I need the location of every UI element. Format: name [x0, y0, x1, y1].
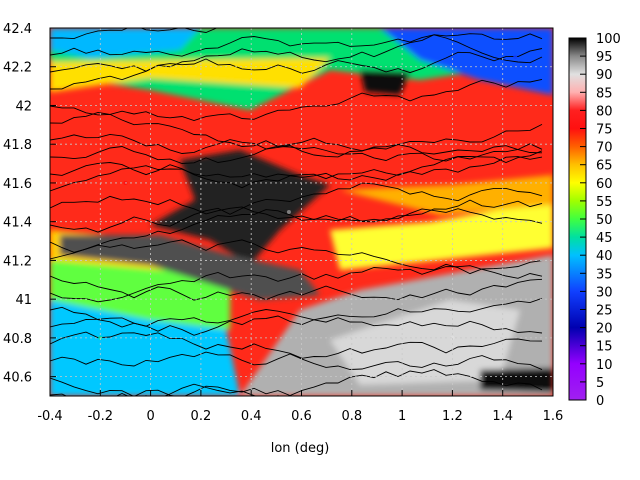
- colorbar-tick-label: 10: [596, 358, 613, 373]
- colorbar: 0 5 10 15 20 25 30 35 40 45 50 55 60 65 70 75 80 85 90 95 10…: [568, 32, 621, 409]
- x-tick-label: 1.6: [543, 409, 564, 424]
- contour-line: [50, 239, 543, 275]
- y-tick-label: 41.8: [3, 138, 32, 153]
- contour-lines: [50, 28, 543, 396]
- colorbar-tick-label: 20: [596, 322, 613, 337]
- y-tick-label: 41.4: [3, 216, 32, 231]
- colorbar-tick-label: 25: [596, 304, 613, 319]
- colorbar-tick-label: 85: [596, 86, 613, 101]
- region-marker-central-low-value-zone: [286, 210, 291, 214]
- colorbar-ticks: 0 5 10 15 20 25 30 35 40 45 50 55 60 65 70 75 80 85 90 95 10…: [580, 32, 621, 409]
- x-tick-label: 1.2: [442, 409, 463, 424]
- contour-line: [50, 208, 543, 260]
- colorbar-tick-label: 95: [596, 50, 613, 65]
- heatmap-region-13: [330, 200, 553, 270]
- heatmap-region-2: [50, 28, 200, 58]
- colorbar-tick-label: 65: [596, 159, 613, 174]
- x-tick-label: 0.2: [191, 409, 212, 424]
- region-marker-southeast-grey-zone: [450, 335, 455, 340]
- colorbar-tick-label: 70: [596, 141, 613, 156]
- contour-line: [50, 33, 543, 90]
- colorbar-tick-label: 5: [596, 376, 604, 391]
- x-tick-label: 1.4: [492, 409, 513, 424]
- contour-line: [50, 34, 543, 64]
- heatmap-region-14: [340, 175, 553, 215]
- colorbar-tick-label: 90: [596, 68, 613, 83]
- x-axis-label: lon (deg): [271, 441, 330, 456]
- colorbar-tick-label: 60: [596, 177, 613, 192]
- contour-line: [50, 297, 543, 336]
- colorbar-tick-label: 80: [596, 104, 613, 119]
- colorbar-tick-label: 15: [596, 340, 613, 355]
- contour-line: [50, 195, 543, 222]
- x-tick-label: 0: [146, 409, 154, 424]
- contour-line: [50, 105, 543, 162]
- y-tick-label: 40.6: [3, 371, 32, 386]
- contour-line: [50, 123, 543, 164]
- y-tick-label: 41.6: [3, 177, 32, 192]
- y-axis-ticks: 40.6 40.8 41 41.2 41.4 41.6 41.8 42 42.2 42.4: [3, 22, 56, 386]
- y-tick-label: 42.4: [3, 22, 32, 37]
- y-tick-label: 41: [15, 293, 32, 308]
- contour-line: [50, 78, 543, 124]
- colorbar-tick-label: 45: [596, 231, 613, 246]
- colorbar-tick-label: 100: [596, 32, 621, 47]
- colorbar-tick-label: 50: [596, 213, 613, 228]
- colorbar-tick-label: 75: [596, 123, 613, 138]
- y-tick-label: 41.2: [3, 254, 32, 269]
- contour-line: [50, 265, 543, 303]
- colorbar-tick-label: 55: [596, 195, 613, 210]
- y-tick-label: 42: [15, 99, 32, 114]
- contour-line: [50, 275, 543, 301]
- x-axis-ticks: -0.4 -0.2 0 0.2 0.4 0.6 0.8 1 1.2 1.4 1.6: [37, 390, 563, 424]
- heatmap-region-11: [360, 70, 410, 95]
- colorbar-tick-label: 40: [596, 249, 613, 264]
- heatmap-region-10: [60, 235, 320, 300]
- x-tick-label: 0.8: [341, 409, 362, 424]
- contour-line: [50, 48, 543, 74]
- contour-line: [50, 182, 543, 233]
- colorbar-tick-label: 30: [596, 285, 613, 300]
- x-tick-label: 0.6: [291, 409, 312, 424]
- heatmap-region-8: [330, 300, 520, 385]
- x-tick-label: 1: [398, 409, 406, 424]
- contour-line: [50, 351, 543, 371]
- region-marker-northeast-blue-zone: [513, 55, 518, 60]
- y-tick-label: 40.8: [3, 332, 32, 347]
- x-tick-label: -0.2: [88, 409, 113, 424]
- x-tick-label: -0.4: [37, 409, 62, 424]
- contour-line: [50, 306, 543, 334]
- contour-line: [50, 331, 543, 359]
- heatmap-region-3: [380, 28, 553, 95]
- x-tick-label: 0.4: [241, 409, 262, 424]
- contour-line: [50, 156, 543, 192]
- contour-line: [50, 150, 543, 189]
- y-tick-label: 42.2: [3, 61, 32, 76]
- colorbar-tick-label: 35: [596, 267, 613, 282]
- colorbar-tick-label: 0: [596, 394, 604, 409]
- heatmap-region-12: [480, 368, 553, 392]
- contour-line: [50, 133, 543, 155]
